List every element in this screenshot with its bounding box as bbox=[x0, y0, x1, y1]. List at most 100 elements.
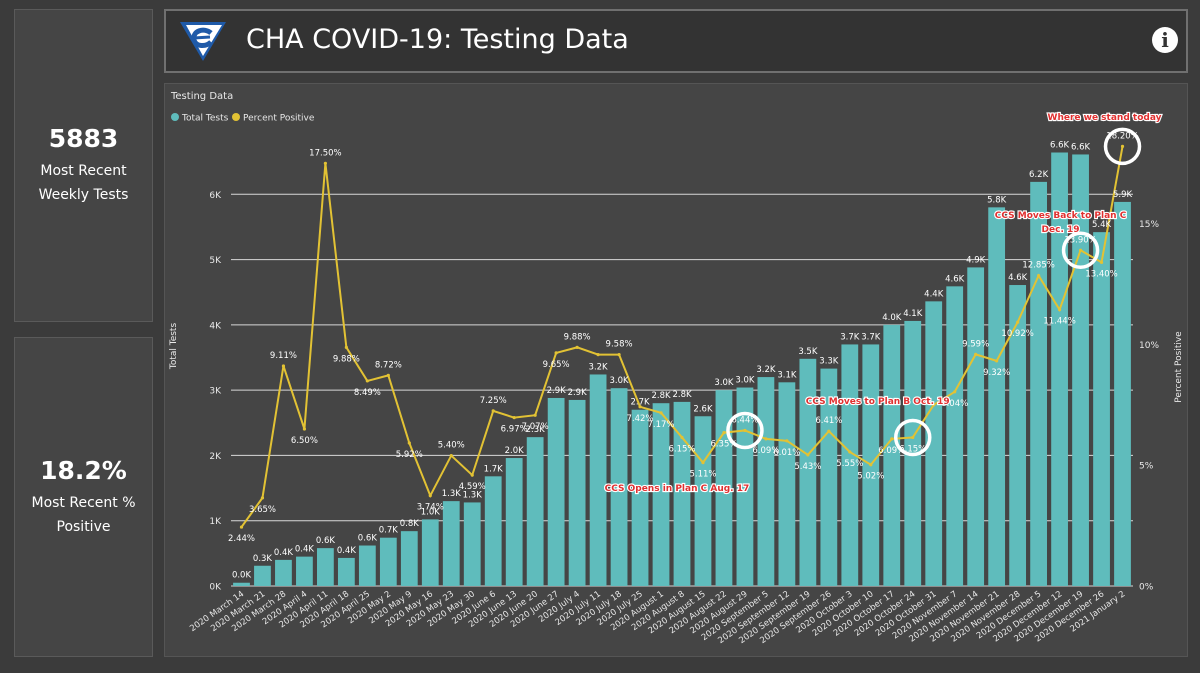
bar-total-tests[interactable] bbox=[757, 377, 775, 586]
percent-point[interactable] bbox=[575, 345, 579, 349]
percent-point[interactable] bbox=[1120, 144, 1125, 148]
bar-total-tests[interactable] bbox=[988, 207, 1006, 586]
bar-value-label: 0.6K bbox=[358, 534, 378, 544]
bar-total-tests[interactable] bbox=[400, 531, 418, 586]
bar-total-tests[interactable] bbox=[421, 519, 439, 586]
bar-total-tests[interactable] bbox=[925, 301, 943, 586]
percent-point[interactable] bbox=[638, 405, 642, 409]
bar-total-tests[interactable] bbox=[1009, 285, 1027, 586]
percent-point[interactable] bbox=[596, 353, 600, 357]
bar-total-tests[interactable] bbox=[1093, 232, 1110, 586]
percent-point[interactable] bbox=[512, 416, 516, 420]
percent-value-label: 7.17% bbox=[648, 420, 675, 430]
percent-point[interactable] bbox=[827, 429, 831, 433]
percent-point[interactable] bbox=[470, 473, 474, 477]
percent-point[interactable] bbox=[260, 496, 265, 500]
legend-percent-label: Percent Positive bbox=[243, 114, 315, 124]
percent-point[interactable] bbox=[533, 413, 537, 417]
percent-point[interactable] bbox=[239, 525, 244, 529]
y-tick-label: 6K bbox=[209, 191, 222, 201]
percent-point[interactable] bbox=[449, 453, 453, 458]
percent-value-label: 5.02% bbox=[857, 472, 884, 482]
percent-value-label: 5.11% bbox=[689, 470, 716, 480]
bar-total-tests[interactable] bbox=[631, 409, 649, 586]
percent-point[interactable] bbox=[722, 431, 726, 435]
bar-total-tests[interactable] bbox=[379, 537, 397, 586]
bar-total-tests[interactable] bbox=[254, 565, 271, 586]
bar-total-tests[interactable] bbox=[275, 559, 292, 586]
bar-total-tests[interactable] bbox=[841, 344, 859, 586]
bar-total-tests[interactable] bbox=[589, 374, 607, 586]
percent-point[interactable] bbox=[953, 390, 957, 394]
bar-total-tests[interactable] bbox=[484, 476, 502, 586]
bar-total-tests[interactable] bbox=[568, 399, 586, 586]
percent-point[interactable] bbox=[407, 441, 411, 445]
bar-total-tests[interactable] bbox=[1114, 201, 1131, 586]
percent-point[interactable] bbox=[932, 403, 936, 407]
percent-point[interactable] bbox=[554, 351, 558, 355]
bar-total-tests[interactable] bbox=[1051, 152, 1068, 586]
percent-point[interactable] bbox=[764, 437, 768, 441]
annotation-label: Where we stand today bbox=[1048, 113, 1162, 123]
bar-total-tests[interactable] bbox=[337, 557, 355, 586]
bar-total-tests[interactable] bbox=[778, 382, 796, 586]
percent-value-label: 5.55% bbox=[836, 459, 863, 469]
percent-point[interactable] bbox=[1037, 274, 1041, 278]
bar-total-tests[interactable] bbox=[673, 401, 691, 586]
chart-legend[interactable]: Total Tests Percent Positive bbox=[171, 113, 315, 124]
info-icon[interactable]: i bbox=[1152, 27, 1178, 53]
bar-value-label: 1.7K bbox=[484, 464, 504, 474]
bar-value-label: 5.9K bbox=[1113, 190, 1133, 200]
percent-value-label: 13.90% bbox=[1064, 235, 1096, 245]
bar-total-tests[interactable] bbox=[694, 416, 712, 586]
percent-point[interactable] bbox=[911, 435, 915, 440]
bar-total-tests[interactable] bbox=[967, 267, 985, 586]
bar-total-tests[interactable] bbox=[799, 358, 817, 586]
bar-total-tests[interactable] bbox=[358, 545, 376, 586]
percent-point[interactable] bbox=[995, 359, 999, 363]
bar-value-label: 4.0K bbox=[882, 313, 902, 323]
percent-point[interactable] bbox=[491, 409, 495, 413]
bar-total-tests[interactable] bbox=[736, 387, 754, 586]
bar-value-label: 1.0K bbox=[421, 507, 441, 517]
percent-point[interactable] bbox=[680, 435, 684, 440]
bar-total-tests[interactable] bbox=[820, 368, 838, 586]
bar-total-tests[interactable] bbox=[610, 388, 628, 586]
percent-point[interactable] bbox=[806, 453, 810, 457]
percent-point[interactable] bbox=[974, 352, 978, 356]
percent-point[interactable] bbox=[743, 428, 747, 433]
bar-total-tests[interactable] bbox=[946, 286, 964, 586]
percent-point[interactable] bbox=[701, 460, 705, 465]
percent-point[interactable] bbox=[302, 427, 307, 431]
bar-total-tests[interactable] bbox=[463, 502, 481, 586]
bar-total-tests[interactable] bbox=[1030, 181, 1047, 586]
percent-point[interactable] bbox=[323, 161, 327, 165]
bar-total-tests[interactable] bbox=[883, 324, 901, 586]
percent-point[interactable] bbox=[344, 345, 348, 349]
percent-point[interactable] bbox=[428, 494, 432, 498]
percent-value-label: 6.97% bbox=[501, 425, 528, 435]
percent-point[interactable] bbox=[365, 379, 369, 383]
percent-point[interactable] bbox=[386, 373, 390, 377]
percent-point[interactable] bbox=[659, 411, 663, 415]
bar-total-tests[interactable] bbox=[233, 582, 250, 586]
percent-point[interactable] bbox=[1057, 308, 1062, 312]
bar-total-tests[interactable] bbox=[526, 437, 544, 586]
bar-total-tests[interactable] bbox=[442, 501, 460, 586]
percent-point[interactable] bbox=[869, 463, 873, 467]
percent-point[interactable] bbox=[1078, 248, 1083, 252]
percent-point[interactable] bbox=[281, 364, 286, 368]
percent-point[interactable] bbox=[617, 353, 621, 357]
percent-point[interactable] bbox=[1016, 320, 1020, 324]
percent-point[interactable] bbox=[848, 450, 852, 454]
bar-value-label: 4.1K bbox=[903, 309, 923, 319]
bar-total-tests[interactable] bbox=[296, 556, 313, 586]
bar-total-tests[interactable] bbox=[317, 548, 334, 586]
percent-point[interactable] bbox=[890, 437, 894, 441]
bar-total-tests[interactable] bbox=[652, 403, 670, 586]
bar-total-tests[interactable] bbox=[505, 458, 523, 586]
percent-point[interactable] bbox=[1099, 260, 1104, 264]
percent-value-label: 9.11% bbox=[270, 351, 297, 361]
percent-point[interactable] bbox=[785, 439, 789, 443]
bar-total-tests[interactable] bbox=[547, 397, 565, 586]
